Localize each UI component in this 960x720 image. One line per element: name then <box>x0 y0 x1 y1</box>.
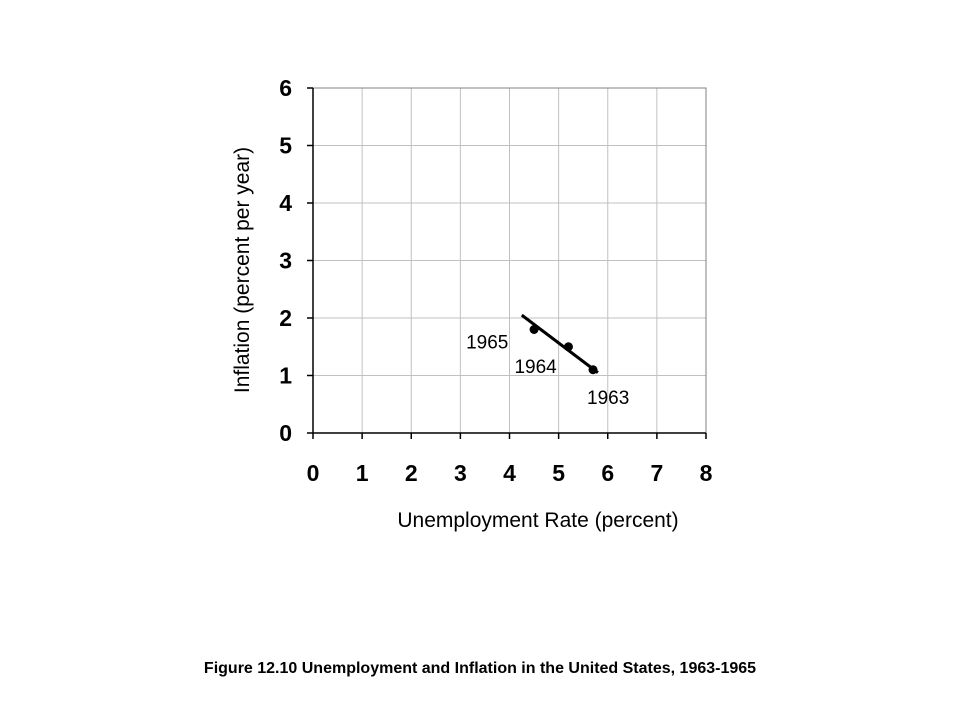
figure-caption: Figure 12.10 Unemployment and Inflation … <box>203 660 757 677</box>
trend-line <box>520 313 599 374</box>
x-tick-label: 3 <box>454 460 467 486</box>
x-tick-label: 2 <box>405 460 418 486</box>
data-point <box>529 325 539 334</box>
data-point <box>563 342 573 352</box>
y-tick-labels: 0 1 2 3 4 5 6 <box>279 75 292 446</box>
x-tick-label: 6 <box>601 460 614 486</box>
x-tick-label: 4 <box>503 460 516 486</box>
x-tick-label: 7 <box>650 460 663 486</box>
y-tick-label: 6 <box>279 75 292 101</box>
data-series: 1963 1964 1965 <box>466 313 629 409</box>
y-axis-title: Inflation (percent per year) <box>231 147 254 393</box>
x-tick-labels: 0 1 2 3 4 5 6 7 8 <box>307 460 713 486</box>
chart-axes <box>307 87 707 439</box>
y-tick-label: 3 <box>279 248 292 274</box>
data-point-label: 1964 <box>514 357 557 378</box>
x-tick-label: 0 <box>307 460 320 486</box>
y-tick-label: 0 <box>279 420 292 446</box>
x-axis-title: Unemployment Rate (percent) <box>397 509 678 532</box>
chart-grid <box>313 88 706 433</box>
y-tick-label: 1 <box>279 363 292 389</box>
x-tick-label: 5 <box>552 460 565 486</box>
data-point <box>588 365 598 375</box>
x-tick-label: 8 <box>700 460 713 486</box>
x-tick-label: 1 <box>356 460 369 486</box>
y-tick-label: 2 <box>279 305 292 331</box>
data-point-label: 1963 <box>587 388 629 409</box>
y-tick-label: 4 <box>279 190 292 216</box>
y-tick-label: 5 <box>279 133 292 159</box>
data-point-label: 1965 <box>466 333 508 354</box>
